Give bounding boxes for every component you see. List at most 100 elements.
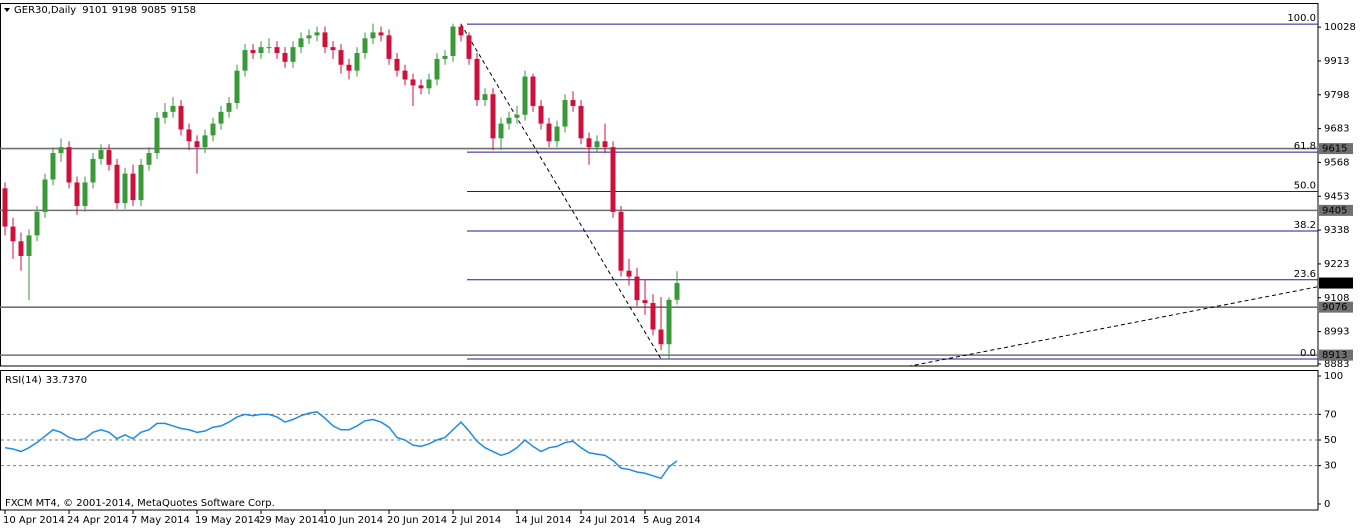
candle-body xyxy=(106,150,112,165)
candle-body xyxy=(466,35,472,59)
candle-body xyxy=(82,182,88,206)
candle-body xyxy=(442,55,448,59)
candle-body xyxy=(266,47,272,49)
fib-label: 50.0 xyxy=(1294,181,1316,192)
candle-body xyxy=(274,47,280,54)
y-tick-label: 9913 xyxy=(1324,56,1349,67)
level-label: 8913 xyxy=(1322,350,1347,361)
x-tick-label: 7 May 2014 xyxy=(131,515,190,526)
candle-body xyxy=(362,38,368,54)
candle-body xyxy=(338,50,344,65)
candle-body xyxy=(530,76,536,106)
header-low: 9085 xyxy=(141,5,166,16)
candle-body xyxy=(546,123,552,142)
fib-label: 100.0 xyxy=(1287,13,1316,24)
header-open: 9101 xyxy=(82,5,107,16)
x-tick-label: 5 Aug 2014 xyxy=(643,515,701,526)
level-label: 9615 xyxy=(1322,144,1347,155)
candle-body xyxy=(434,58,440,80)
candle-body xyxy=(330,47,336,51)
candle-body xyxy=(98,150,104,159)
candle-body xyxy=(426,79,432,89)
candle-body xyxy=(154,117,160,154)
rsi-tick-label: 30 xyxy=(1324,461,1337,472)
candle-body xyxy=(290,47,296,62)
y-tick-label: 8993 xyxy=(1324,327,1349,338)
candle-body xyxy=(554,126,560,142)
candle-body xyxy=(42,179,48,212)
candle-body xyxy=(650,303,656,330)
y-tick-label: 9798 xyxy=(1324,90,1349,101)
candle-body xyxy=(578,105,584,139)
candle-body xyxy=(322,32,328,48)
x-tick-label: 14 Jul 2014 xyxy=(515,515,572,526)
candle-body xyxy=(394,58,400,71)
x-tick-label: 10 Jun 2014 xyxy=(323,515,383,526)
candle-body xyxy=(594,141,600,148)
price-box xyxy=(1319,277,1353,289)
level-label: 9405 xyxy=(1322,205,1347,216)
candle-body xyxy=(410,79,416,86)
y-tick-label: 10028 xyxy=(1324,22,1356,33)
candle-body xyxy=(482,94,488,101)
level-label: 9076 xyxy=(1322,302,1347,313)
x-tick-label: 2 Jul 2014 xyxy=(451,515,501,526)
candle-body xyxy=(674,283,680,300)
candle-body xyxy=(522,76,528,115)
candle-body xyxy=(250,50,256,54)
rsi-line xyxy=(4,411,678,480)
candle-body xyxy=(218,111,224,124)
candle-body xyxy=(386,35,392,59)
chart-header: GER30,Daily 9101 9198 9085 9158 xyxy=(14,5,196,16)
x-tick-label: 20 Jun 2014 xyxy=(387,515,447,526)
level-box xyxy=(1319,301,1353,313)
y-tick-label: 9568 xyxy=(1324,157,1349,168)
candle-body xyxy=(226,103,232,112)
candle-body xyxy=(570,100,576,106)
rsi-last: 33.7370 xyxy=(46,375,87,386)
candle-body xyxy=(202,135,208,148)
y-tick-label: 9223 xyxy=(1324,259,1349,270)
candle-body xyxy=(418,85,424,89)
candle-body xyxy=(538,105,544,124)
candle-body xyxy=(234,70,240,104)
candle-body xyxy=(114,164,120,204)
header-high: 9198 xyxy=(112,5,137,16)
fib-label: 61.8 xyxy=(1294,141,1316,152)
candle-body xyxy=(626,270,632,277)
y-tick-label: 8883 xyxy=(1324,359,1349,370)
candle-body xyxy=(458,26,464,36)
candle-body xyxy=(514,114,520,118)
candle-body xyxy=(602,141,608,148)
candle-body xyxy=(666,299,672,345)
price-panel xyxy=(0,3,1319,367)
candle-body xyxy=(346,64,352,71)
candle-body xyxy=(378,32,384,36)
candle-body xyxy=(562,100,568,127)
level-box xyxy=(1319,143,1353,155)
y-tick-label: 9683 xyxy=(1324,124,1349,135)
candle-body xyxy=(258,47,264,54)
rsi-tick-label: 70 xyxy=(1324,409,1337,420)
candle-body xyxy=(26,235,32,256)
x-tick-label: 19 May 2014 xyxy=(195,515,260,526)
candle-body xyxy=(506,117,512,124)
candle-body xyxy=(186,129,192,142)
rsi-title: RSI(14) xyxy=(5,375,42,386)
candle-body xyxy=(402,70,408,80)
x-tick-label: 24 Jul 2014 xyxy=(579,515,636,526)
candle-body xyxy=(18,241,24,256)
candle-body xyxy=(130,173,136,201)
candle-body xyxy=(50,153,56,180)
candle-body xyxy=(450,26,456,56)
x-tick-label: 29 May 2014 xyxy=(259,515,324,526)
candle-body xyxy=(66,147,72,183)
candle-body xyxy=(242,50,248,71)
candle-body xyxy=(162,111,168,118)
candle-body xyxy=(306,35,312,39)
x-tick-label: 10 Apr 2014 xyxy=(3,515,65,526)
candle-body xyxy=(490,94,496,139)
menu-arrow xyxy=(4,8,10,12)
candle-body xyxy=(642,300,648,304)
